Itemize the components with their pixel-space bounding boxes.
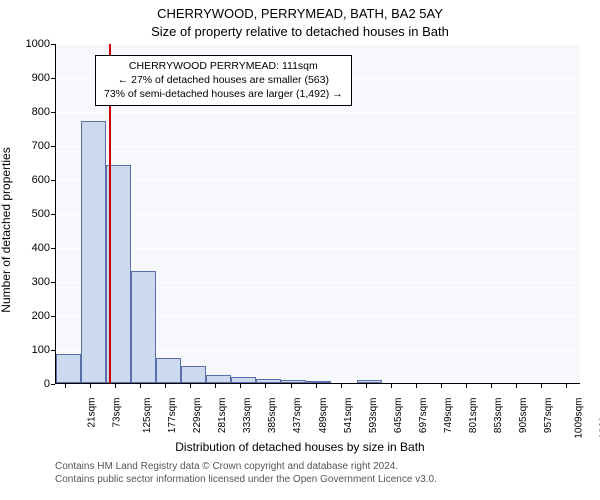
chart-container: CHERRYWOOD, PERRYMEAD, BATH, BA2 5AY Siz… bbox=[0, 0, 600, 500]
ytick-label: 800 bbox=[10, 106, 50, 118]
annotation-line1: CHERRYWOOD PERRYMEAD: 111sqm bbox=[104, 59, 343, 73]
xtick-mark bbox=[466, 384, 467, 388]
ytick-mark bbox=[51, 44, 55, 45]
histogram-bar bbox=[231, 377, 256, 383]
xtick-mark bbox=[366, 384, 367, 388]
xtick-label: 749sqm bbox=[443, 398, 454, 434]
xtick-label: 957sqm bbox=[543, 398, 554, 434]
ytick-label: 500 bbox=[10, 208, 50, 220]
ytick-mark bbox=[51, 112, 55, 113]
histogram-bar bbox=[156, 358, 181, 384]
xtick-mark bbox=[541, 384, 542, 388]
xtick-label: 21sqm bbox=[87, 398, 98, 428]
ytick-mark bbox=[51, 384, 55, 385]
gridline bbox=[56, 112, 580, 113]
xtick-label: 333sqm bbox=[242, 398, 253, 434]
xtick-mark bbox=[516, 384, 517, 388]
xtick-mark bbox=[491, 384, 492, 388]
annotation-line2: ← 27% of detached houses are smaller (56… bbox=[104, 73, 343, 87]
xtick-mark bbox=[316, 384, 317, 388]
xtick-mark bbox=[566, 384, 567, 388]
xtick-label: 645sqm bbox=[393, 398, 404, 434]
ytick-label: 200 bbox=[10, 310, 50, 322]
xtick-mark bbox=[140, 384, 141, 388]
histogram-bar bbox=[206, 375, 231, 384]
histogram-bar bbox=[281, 380, 306, 383]
chart-title-address: CHERRYWOOD, PERRYMEAD, BATH, BA2 5AY bbox=[0, 6, 600, 21]
xtick-label: 697sqm bbox=[418, 398, 429, 434]
xtick-mark bbox=[240, 384, 241, 388]
xtick-mark bbox=[416, 384, 417, 388]
xtick-label: 801sqm bbox=[468, 398, 479, 434]
xtick-label: 437sqm bbox=[293, 398, 304, 434]
histogram-bar bbox=[357, 380, 382, 383]
annotation-box: CHERRYWOOD PERRYMEAD: 111sqm ← 27% of de… bbox=[95, 55, 352, 106]
xtick-mark bbox=[291, 384, 292, 388]
xtick-label: 593sqm bbox=[368, 398, 379, 434]
xtick-label: 229sqm bbox=[192, 398, 203, 434]
footer: Contains HM Land Registry data © Crown c… bbox=[55, 460, 590, 486]
xtick-label: 73sqm bbox=[112, 398, 123, 428]
ytick-mark bbox=[51, 78, 55, 79]
xtick-mark bbox=[265, 384, 266, 388]
histogram-bar bbox=[131, 271, 156, 383]
xtick-mark bbox=[90, 384, 91, 388]
histogram-bar bbox=[256, 379, 281, 383]
ytick-mark bbox=[51, 214, 55, 215]
xtick-label: 905sqm bbox=[518, 398, 529, 434]
xtick-label: 853sqm bbox=[493, 398, 504, 434]
ytick-mark bbox=[51, 282, 55, 283]
gridline bbox=[56, 180, 580, 181]
ytick-mark bbox=[51, 146, 55, 147]
gridline bbox=[56, 248, 580, 249]
xtick-label: 1009sqm bbox=[574, 398, 585, 439]
ytick-label: 100 bbox=[10, 344, 50, 356]
histogram-bar bbox=[56, 354, 81, 383]
histogram-bar bbox=[306, 381, 331, 383]
xtick-mark bbox=[441, 384, 442, 388]
x-axis-label: Distribution of detached houses by size … bbox=[0, 440, 600, 454]
ytick-mark bbox=[51, 350, 55, 351]
ytick-mark bbox=[51, 180, 55, 181]
ytick-label: 400 bbox=[10, 242, 50, 254]
xtick-mark bbox=[65, 384, 66, 388]
footer-line1: Contains HM Land Registry data © Crown c… bbox=[55, 460, 590, 473]
chart-subtitle: Size of property relative to detached ho… bbox=[0, 24, 600, 39]
histogram-bar bbox=[181, 366, 206, 383]
ytick-mark bbox=[51, 248, 55, 249]
xtick-label: 385sqm bbox=[268, 398, 279, 434]
xtick-mark bbox=[215, 384, 216, 388]
footer-line2: Contains public sector information licen… bbox=[55, 473, 590, 486]
xtick-mark bbox=[190, 384, 191, 388]
xtick-label: 125sqm bbox=[142, 398, 153, 434]
gridline bbox=[56, 146, 580, 147]
ytick-label: 1000 bbox=[10, 38, 50, 50]
gridline bbox=[56, 44, 580, 45]
ytick-label: 600 bbox=[10, 174, 50, 186]
gridline bbox=[56, 214, 580, 215]
ytick-label: 0 bbox=[10, 378, 50, 390]
xtick-mark bbox=[165, 384, 166, 388]
xtick-mark bbox=[115, 384, 116, 388]
annotation-line3: 73% of semi-detached houses are larger (… bbox=[104, 87, 343, 101]
ytick-label: 700 bbox=[10, 140, 50, 152]
ytick-label: 900 bbox=[10, 72, 50, 84]
xtick-label: 541sqm bbox=[343, 398, 354, 434]
ytick-mark bbox=[51, 316, 55, 317]
ytick-label: 300 bbox=[10, 276, 50, 288]
xtick-label: 281sqm bbox=[217, 398, 228, 434]
histogram-bar bbox=[81, 121, 106, 383]
xtick-mark bbox=[391, 384, 392, 388]
xtick-label: 489sqm bbox=[318, 398, 329, 434]
xtick-mark bbox=[341, 384, 342, 388]
xtick-label: 177sqm bbox=[167, 398, 178, 434]
